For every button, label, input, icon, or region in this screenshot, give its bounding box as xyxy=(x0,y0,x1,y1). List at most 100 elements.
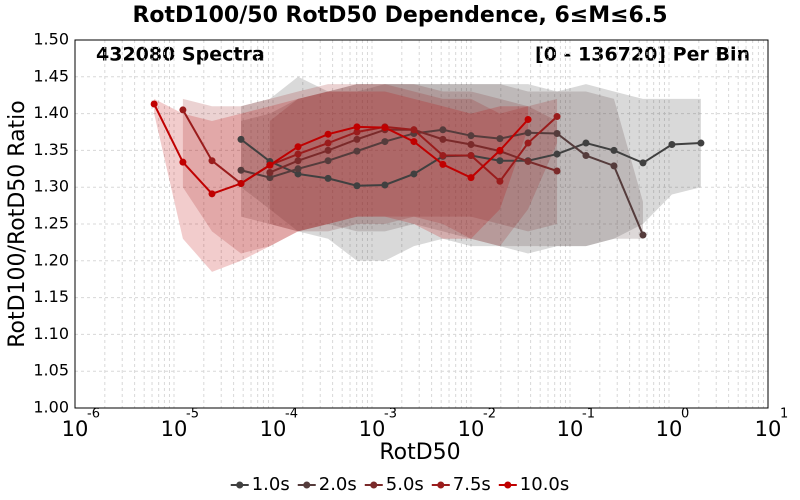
data-point xyxy=(439,126,447,134)
x-tick-label: 10 xyxy=(755,417,782,441)
plot-border xyxy=(74,39,769,409)
legend-marker xyxy=(236,481,244,489)
data-point xyxy=(208,157,216,165)
legend-label: 10.0s xyxy=(520,474,569,495)
data-point xyxy=(294,170,302,178)
legend-item: 1.0s xyxy=(230,474,290,495)
data-point xyxy=(553,150,561,158)
data-point xyxy=(179,106,187,114)
x-tick-label: 10 xyxy=(656,417,683,441)
y-tick-label: 1.35 xyxy=(33,140,69,159)
x-tick-exponent: -4 xyxy=(285,407,298,422)
x-tick-label: 10 xyxy=(161,417,188,441)
data-point xyxy=(381,181,389,189)
y-tick-label: 1.15 xyxy=(33,287,69,306)
data-point xyxy=(639,231,647,239)
data-point xyxy=(179,158,187,166)
data-point xyxy=(697,139,705,147)
y-tick-label: 1.30 xyxy=(33,177,69,196)
data-point xyxy=(524,129,532,137)
x-tick-exponent: 1 xyxy=(780,407,788,422)
data-point xyxy=(208,190,216,198)
legend-label: 1.0s xyxy=(252,474,290,495)
data-point xyxy=(324,174,332,182)
y-axis-label: RotD100/RotD50 Ratio xyxy=(5,100,30,348)
data-point xyxy=(496,157,504,165)
data-point xyxy=(496,146,504,154)
data-point xyxy=(410,138,418,146)
legend-item: 2.0s xyxy=(297,474,357,495)
x-tick-exponent: -2 xyxy=(483,407,496,422)
data-point xyxy=(439,152,447,160)
x-tick-exponent: -5 xyxy=(186,407,199,422)
data-point xyxy=(324,130,332,138)
range-band xyxy=(182,84,558,254)
x-tick-exponent: -6 xyxy=(87,407,100,422)
data-point xyxy=(553,167,561,175)
legend-item: 5.0s xyxy=(364,474,424,495)
data-point xyxy=(237,180,245,188)
x-tick-exponent: -3 xyxy=(384,407,397,422)
data-point xyxy=(237,135,245,143)
data-point xyxy=(439,160,447,168)
legend-label: 2.0s xyxy=(319,474,357,495)
data-point xyxy=(610,146,618,154)
data-point xyxy=(353,147,361,155)
data-point xyxy=(524,115,532,123)
data-point xyxy=(610,162,618,170)
data-point xyxy=(467,132,475,140)
data-point xyxy=(410,126,418,134)
legend-marker xyxy=(303,481,311,489)
data-point xyxy=(353,128,361,136)
data-point xyxy=(294,165,302,173)
data-point xyxy=(553,129,561,137)
data-point xyxy=(324,157,332,165)
data-point xyxy=(639,159,647,167)
data-point xyxy=(294,150,302,158)
legend-item: 10.0s xyxy=(498,474,569,495)
data-point xyxy=(439,135,447,143)
data-point xyxy=(353,123,361,131)
x-tick-label: 10 xyxy=(557,417,584,441)
data-point xyxy=(467,152,475,160)
x-tick-label: 10 xyxy=(260,417,287,441)
data-point xyxy=(668,141,676,149)
data-point xyxy=(150,100,158,108)
annotation: [0 - 136720] Per Bin xyxy=(535,44,750,66)
y-tick-label: 1.00 xyxy=(33,398,69,417)
y-tick-label: 1.05 xyxy=(33,361,69,380)
data-point xyxy=(496,135,504,143)
data-point xyxy=(381,124,389,132)
annotation: 432080 Spectra xyxy=(96,44,265,66)
data-point xyxy=(353,135,361,143)
y-tick-label: 1.10 xyxy=(33,324,69,343)
data-point xyxy=(496,177,504,185)
data-point xyxy=(467,141,475,149)
data-point xyxy=(582,139,590,147)
data-point xyxy=(467,174,475,182)
data-point xyxy=(582,152,590,160)
data-point xyxy=(524,139,532,147)
data-point xyxy=(237,166,245,174)
legend-label: 7.5s xyxy=(453,474,491,495)
x-tick-label: 10 xyxy=(458,417,485,441)
data-point xyxy=(266,161,274,169)
y-tick-label: 1.50 xyxy=(33,30,69,49)
data-point xyxy=(266,168,274,176)
x-tick-exponent: 0 xyxy=(681,407,689,422)
range-band xyxy=(240,76,701,261)
data-point xyxy=(524,157,532,165)
x-tick-exponent: -1 xyxy=(582,407,595,422)
y-tick-label: 1.45 xyxy=(33,66,69,85)
chart-title: RotD100/50 RotD50 Dependence, 6≤M≤6.5 xyxy=(132,3,667,28)
legend-label: 5.0s xyxy=(386,474,424,495)
x-tick-label: 10 xyxy=(359,417,386,441)
legend: 1.0s 2.0s 5.0s 7.5s 10.0s xyxy=(230,474,569,495)
data-point xyxy=(553,113,561,121)
data-point xyxy=(266,174,274,182)
series-line xyxy=(153,103,529,195)
y-tick-label: 1.20 xyxy=(33,250,69,269)
data-point xyxy=(324,139,332,147)
y-tick-label: 1.25 xyxy=(33,214,69,233)
